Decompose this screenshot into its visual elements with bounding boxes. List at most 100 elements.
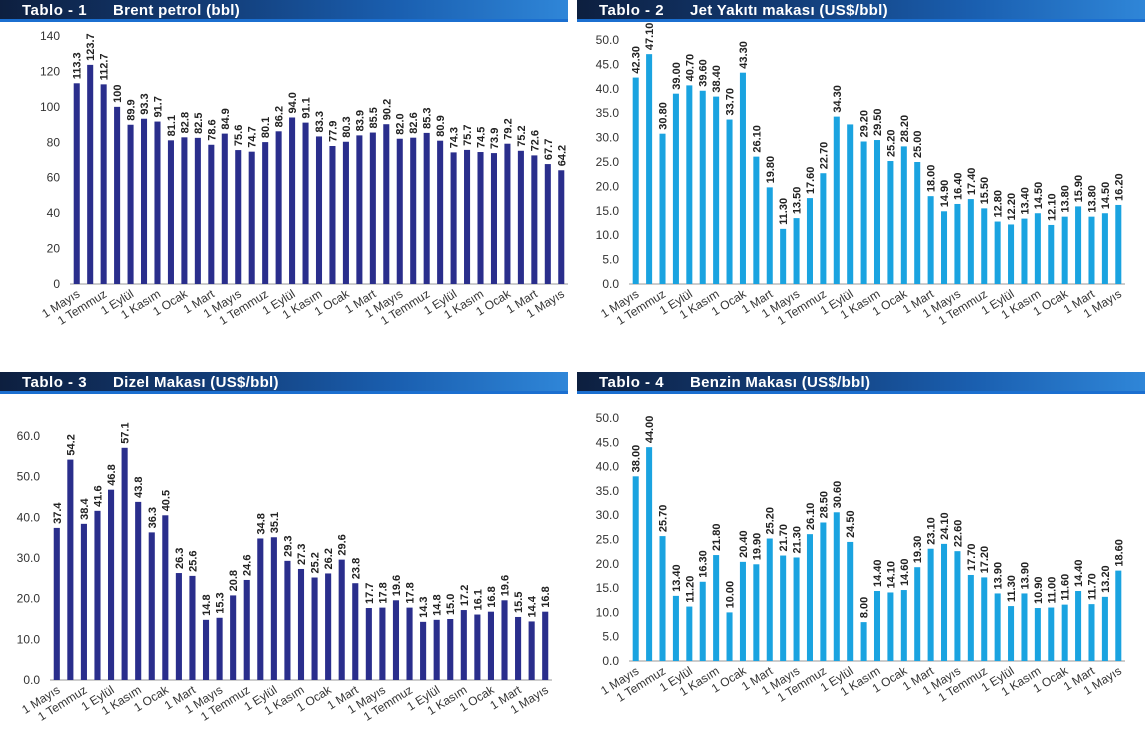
bar	[873, 591, 881, 661]
data-label: 14.40	[1073, 559, 1085, 587]
data-label: 19.6	[500, 575, 512, 596]
bar	[243, 579, 250, 680]
bar	[847, 124, 854, 284]
y-tick-label: 25.0	[596, 155, 620, 169]
bar	[900, 590, 907, 661]
data-label: 75.7	[462, 124, 474, 145]
y-tick-label: 120	[40, 64, 60, 78]
data-label: 38.4	[79, 498, 91, 520]
data-label: 36.3	[147, 507, 159, 528]
bar	[1048, 607, 1055, 661]
bar	[501, 600, 508, 680]
bar	[659, 133, 666, 284]
data-label: 24.50	[845, 510, 857, 538]
bar	[686, 606, 693, 661]
bar	[994, 593, 1001, 661]
data-label: 112.7	[99, 53, 111, 80]
data-label: 10.90	[1033, 576, 1045, 604]
data-label: 17.20	[979, 546, 991, 574]
data-label: 8.00	[859, 597, 871, 618]
y-tick-label: 40.0	[596, 82, 620, 96]
y-tick-label: 50.0	[17, 470, 41, 484]
y-tick-label: 35.0	[596, 106, 620, 120]
data-label: 75.2	[516, 125, 528, 146]
bar	[284, 560, 291, 680]
table-number: Tablo - 1	[22, 2, 88, 19]
data-label: 14.4	[527, 595, 539, 617]
bar	[504, 143, 511, 284]
bar	[860, 622, 867, 661]
bar	[1021, 218, 1028, 284]
data-label: 29.6	[337, 534, 349, 555]
data-label: 12.20	[1006, 193, 1018, 221]
bar	[739, 561, 746, 661]
data-label: 84.9	[220, 108, 232, 129]
data-label: 17.70	[966, 543, 978, 571]
bar	[820, 522, 827, 661]
y-tick-label: 20.0	[596, 557, 620, 571]
bar	[981, 577, 988, 661]
bar	[487, 611, 494, 680]
y-tick-label: 35.0	[596, 484, 620, 498]
data-label: 13.80	[1060, 185, 1072, 213]
bar	[379, 607, 386, 680]
bar	[941, 543, 948, 661]
bar	[490, 153, 498, 284]
bar	[257, 538, 264, 680]
data-label: 16.1	[472, 589, 484, 610]
y-tick-label: 50.0	[596, 411, 620, 425]
y-tick-label: 15.0	[596, 581, 620, 595]
data-label: 41.6	[92, 485, 104, 506]
bar	[477, 152, 484, 284]
y-tick-label: 25.0	[596, 533, 620, 547]
data-label: 16.8	[486, 586, 498, 607]
bar	[87, 64, 94, 284]
data-label: 25.2	[310, 552, 322, 573]
data-label: 18.00	[926, 165, 938, 193]
bar	[806, 198, 813, 284]
bar	[713, 96, 720, 284]
bar	[140, 118, 148, 285]
bar	[793, 557, 800, 661]
data-label: 10.00	[725, 581, 737, 609]
y-tick-label: 30.0	[17, 551, 41, 565]
data-label: 35.1	[269, 512, 281, 533]
bar	[820, 173, 827, 284]
y-tick-label: 5.0	[602, 253, 619, 267]
chart-panel-3: Tablo - 3 Dizel Makası (US$/bbl) 0.0 10.0…	[0, 372, 568, 755]
bar	[914, 567, 921, 661]
bar	[632, 77, 639, 284]
data-label: 86.2	[274, 106, 286, 127]
data-label: 23.10	[926, 517, 938, 545]
bar	[396, 138, 403, 284]
bar	[80, 523, 87, 680]
data-label: 46.8	[106, 464, 118, 485]
data-label: 14.3	[418, 596, 430, 617]
data-label: 83.3	[314, 111, 326, 132]
data-label: 37.4	[52, 502, 64, 524]
data-label: 64.2	[556, 145, 568, 166]
data-label: 16.40	[952, 172, 964, 200]
bar	[1061, 604, 1068, 661]
bar	[927, 196, 934, 284]
bar	[833, 116, 840, 284]
bar	[275, 131, 282, 284]
bar	[1008, 606, 1015, 661]
bar	[833, 512, 840, 661]
bar	[686, 85, 693, 284]
bar	[311, 577, 318, 680]
bar	[248, 151, 255, 284]
data-label: 74.3	[449, 127, 461, 148]
data-label: 42.30	[631, 46, 643, 74]
data-label: 80.1	[260, 117, 272, 138]
data-label: 16.20	[1113, 173, 1125, 201]
bar	[542, 611, 549, 680]
bar	[464, 149, 471, 284]
bar	[713, 555, 720, 661]
data-label: 28.50	[818, 491, 830, 519]
data-label: 12.80	[993, 190, 1005, 218]
bar	[1115, 570, 1122, 661]
bar	[646, 447, 653, 661]
data-label: 17.40	[966, 168, 978, 196]
bar	[175, 573, 182, 680]
